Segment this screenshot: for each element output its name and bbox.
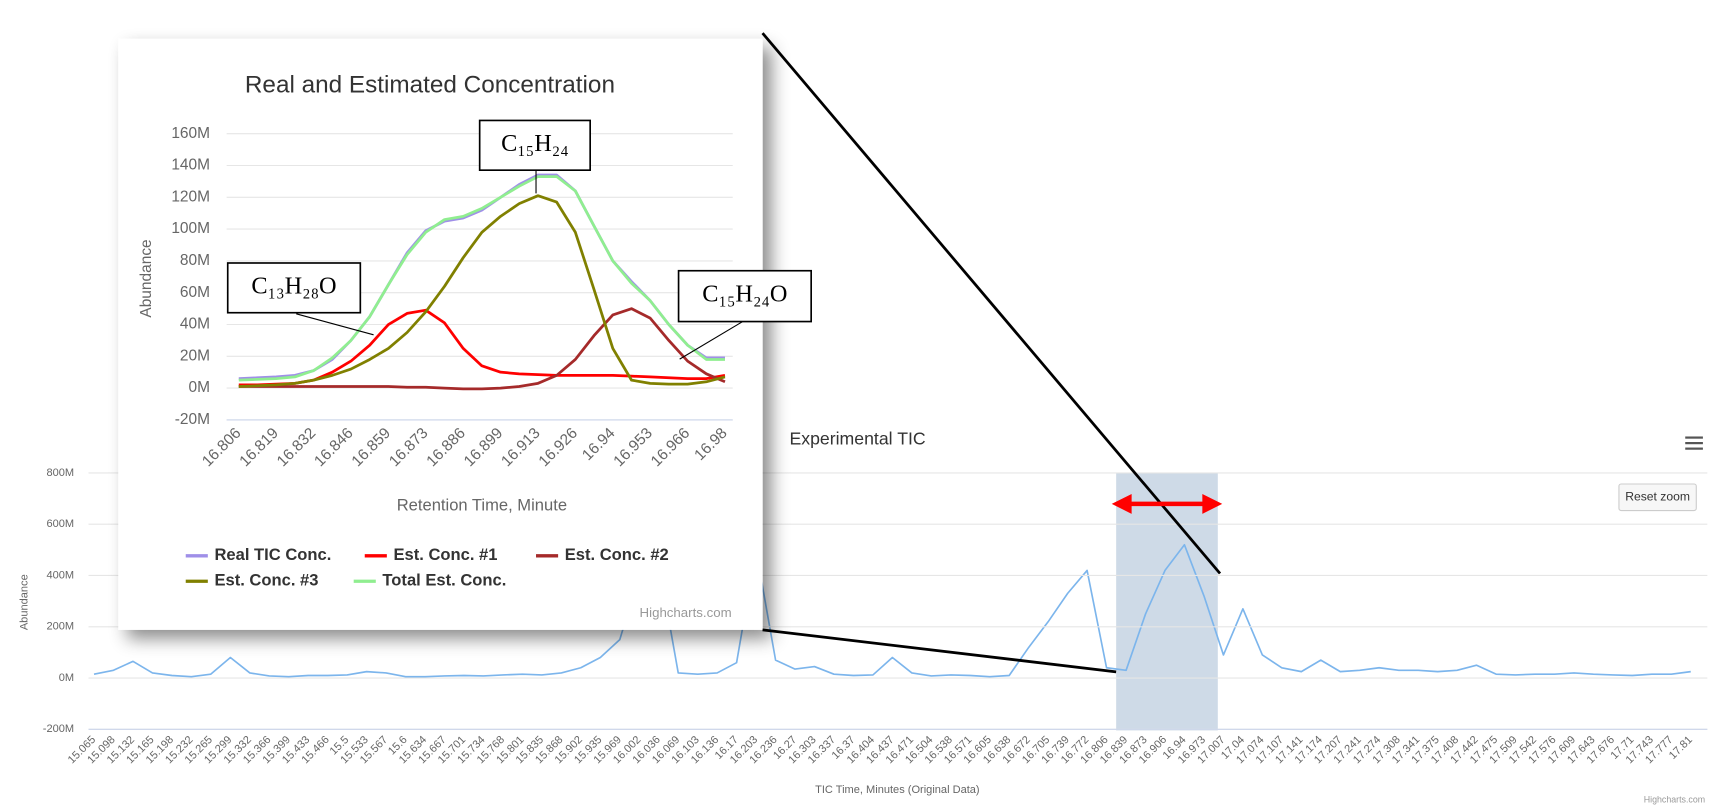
- y-tick-label: 60M: [180, 284, 210, 301]
- y-tick-label: 0M: [189, 379, 211, 396]
- zoom-band: [1116, 472, 1218, 731]
- y-tick-label: 160M: [171, 125, 210, 142]
- annotation-box: [677, 269, 812, 323]
- y-axis-title: Abundance: [18, 574, 30, 630]
- annotation-pointer: [296, 313, 374, 336]
- y-tick-label: 0M: [59, 672, 74, 684]
- series-line: [238, 307, 726, 391]
- legend-item: Total Est. Conc.: [353, 571, 506, 590]
- x-axis-title: TIC Time, Minutes (Original Data): [815, 784, 980, 796]
- legend-label: Total Est. Conc.: [382, 571, 506, 590]
- y-tick-label: 120M: [171, 188, 210, 205]
- annotation-pointer: [679, 321, 743, 360]
- reset-zoom-button[interactable]: Reset zoom: [1618, 483, 1697, 512]
- zoom-line: [762, 628, 1117, 674]
- legend-label: Est. Conc. #3: [214, 571, 318, 590]
- series-line: [238, 175, 725, 382]
- series-line: [93, 543, 1691, 678]
- range-arrow: [1111, 493, 1223, 514]
- legend-item: Est. Conc. #3: [185, 571, 318, 590]
- y-tick-label: 200M: [46, 621, 74, 633]
- annotation-box: [478, 119, 591, 172]
- annotation: C₁₅H₂₄: [478, 119, 591, 194]
- y-tick-label: 800M: [46, 467, 74, 479]
- annotation-box: [226, 262, 362, 314]
- y-tick-label: 40M: [180, 316, 210, 333]
- annotation: C₁₅H₂₄O: [677, 269, 812, 360]
- y-tick-label: -200M: [43, 723, 74, 735]
- button-label: Reset zoom: [1625, 489, 1690, 503]
- legend-label: Est. Conc. #1: [393, 545, 497, 564]
- y-tick-label: 20M: [180, 347, 210, 364]
- y-axis-title: Abundance: [138, 239, 155, 317]
- overlay: [761, 32, 1223, 674]
- y-tick-label: -20M: [175, 411, 210, 428]
- series-line: [238, 194, 726, 388]
- annotation-label: C₁₅H₂₄O: [702, 281, 787, 308]
- y-tick-label: 400M: [46, 569, 74, 581]
- credits: Highcharts.com: [640, 605, 732, 620]
- x-axis-title: Retention Time, Minute: [397, 495, 567, 514]
- annotation-label: C₁₅H₂₄: [501, 130, 569, 157]
- y-tick-label: 140M: [171, 157, 210, 174]
- menu-button[interactable]: [1685, 436, 1703, 450]
- y-tick-label: 100M: [171, 220, 210, 237]
- inset-panel: [118, 38, 763, 630]
- annotation: C₁₃H₂₈O: [226, 262, 374, 336]
- legend-item: Real TIC Conc.: [185, 545, 331, 564]
- legend-label: Real TIC Conc.: [214, 545, 331, 564]
- chart-title: Real and Estimated Concentration: [245, 72, 615, 99]
- annotation-label: C₁₃H₂₈O: [251, 272, 336, 299]
- chart-title: Experimental TIC: [789, 428, 925, 448]
- y-tick-label: 600M: [46, 518, 74, 530]
- legend-label: Est. Conc. #2: [565, 545, 669, 564]
- y-tick-label: 80M: [180, 252, 210, 269]
- legend-item: Est. Conc. #1: [364, 545, 497, 564]
- inset-chart: Real and Estimated Concentration Abundan…: [118, 38, 812, 630]
- zoom-line: [761, 32, 1222, 575]
- credits: Highcharts.com: [1644, 794, 1705, 804]
- legend-item: Est. Conc. #2: [536, 545, 669, 564]
